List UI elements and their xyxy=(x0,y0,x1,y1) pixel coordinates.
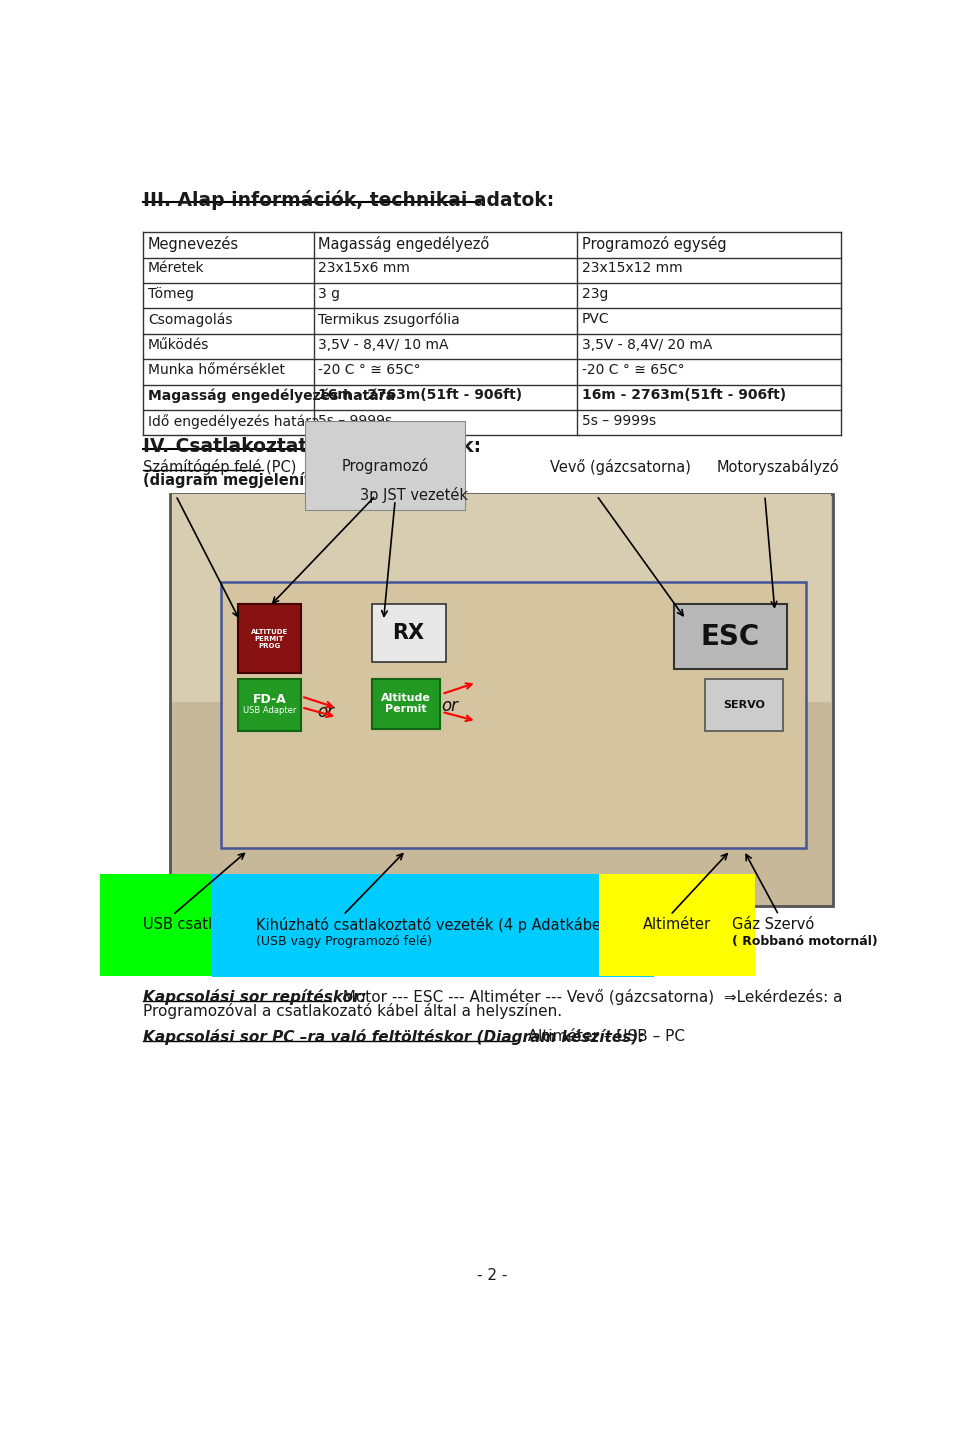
Text: 23x15x6 mm: 23x15x6 mm xyxy=(319,262,410,276)
Text: Magasság engedélyező: Magasság engedélyező xyxy=(319,235,490,251)
Text: 3p JST vezeték: 3p JST vezeték xyxy=(360,487,468,503)
Text: Méretek: Méretek xyxy=(148,262,204,276)
Text: 23x15x12 mm: 23x15x12 mm xyxy=(582,262,683,276)
Text: Megnevezés: Megnevezés xyxy=(148,235,239,251)
Text: USB csatlakozó: USB csatlakozó xyxy=(143,917,254,933)
Text: Számítógép felé (PC): Számítógép felé (PC) xyxy=(143,459,297,475)
Text: or: or xyxy=(317,703,334,721)
Text: PVC: PVC xyxy=(582,312,610,325)
Text: FD-A: FD-A xyxy=(252,693,286,706)
Text: (diagram megjelenítése esetén): (diagram megjelenítése esetén) xyxy=(143,472,409,488)
Bar xyxy=(372,679,440,729)
Text: Programozó: Programozó xyxy=(342,458,429,474)
Text: Munka hőmérséklet: Munka hőmérséklet xyxy=(148,363,285,376)
Bar xyxy=(674,604,786,670)
Text: Permit: Permit xyxy=(385,705,427,713)
Text: -20 C ° ≅ 65C°: -20 C ° ≅ 65C° xyxy=(582,363,684,376)
Text: IV. Csatlakoztatási lehetőségek:: IV. Csatlakoztatási lehetőségek: xyxy=(143,436,481,456)
Text: 23g: 23g xyxy=(582,286,609,301)
Text: Altiméter: Altiméter xyxy=(643,917,711,933)
Bar xyxy=(170,494,833,905)
Text: 3 g: 3 g xyxy=(319,286,341,301)
Bar xyxy=(221,583,805,849)
Text: Gáz Szervó: Gáz Szervó xyxy=(732,917,814,933)
Text: Altiméter – USB – PC: Altiméter – USB – PC xyxy=(517,1029,684,1045)
Text: ( Robbanó motornál): ( Robbanó motornál) xyxy=(732,936,878,949)
Text: 16m - 2763m(51ft - 906ft): 16m - 2763m(51ft - 906ft) xyxy=(319,388,522,402)
Text: 16m - 2763m(51ft - 906ft): 16m - 2763m(51ft - 906ft) xyxy=(582,388,786,402)
Text: Termikus zsugorfólia: Termikus zsugorfólia xyxy=(319,312,460,327)
Text: Kapcsolási sor repítéskor:: Kapcsolási sor repítéskor: xyxy=(143,989,367,1005)
Text: Kihúzható csatlakoztató vezeték (4 p Adatkábel): Kihúzható csatlakoztató vezeték (4 p Ada… xyxy=(255,917,611,933)
Text: SERVO: SERVO xyxy=(723,700,765,711)
Text: Programozó egység: Programozó egység xyxy=(582,235,727,251)
Text: 5s – 9999s: 5s – 9999s xyxy=(582,414,656,427)
Text: 3,5V - 8,4V/ 20 mA: 3,5V - 8,4V/ 20 mA xyxy=(582,337,712,352)
Text: RX: RX xyxy=(393,623,424,642)
Text: Működés: Működés xyxy=(148,337,209,352)
Text: Programozóval a csatlakozató kábel által a helyszínen.: Programozóval a csatlakozató kábel által… xyxy=(143,1003,563,1019)
Text: Idő engedélyezés határa: Idő engedélyezés határa xyxy=(148,414,320,429)
Text: Motor --- ESC --- Altiméter --- Vevő (gázcsatorna)  ⇒Lekérdezés: a: Motor --- ESC --- Altiméter --- Vevő (gá… xyxy=(333,989,843,1005)
Text: Tömeg: Tömeg xyxy=(148,286,194,301)
Text: Kapcsolási sor PC –ra való feltöltéskor (Diagram készítés):: Kapcsolási sor PC –ra való feltöltéskor … xyxy=(143,1029,645,1045)
Text: or: or xyxy=(441,696,458,715)
Text: III. Alap információk, technikai adatok:: III. Alap információk, technikai adatok: xyxy=(143,190,555,209)
Text: 3,5V - 8,4V/ 10 mA: 3,5V - 8,4V/ 10 mA xyxy=(319,337,449,352)
Bar xyxy=(238,679,301,731)
Text: Magasság engedélyezés határa: Magasság engedélyezés határa xyxy=(148,388,395,402)
Text: 5s – 9999s: 5s – 9999s xyxy=(319,414,393,427)
Text: Motoryszabályzó: Motoryszabályzó xyxy=(717,459,839,475)
Text: ALTITUDE
PERMIT
PROG: ALTITUDE PERMIT PROG xyxy=(251,629,288,648)
Text: - 2 -: - 2 - xyxy=(477,1268,507,1283)
Text: Altitude: Altitude xyxy=(381,693,431,703)
Text: ESC: ESC xyxy=(701,623,760,651)
Bar xyxy=(172,494,831,702)
Bar xyxy=(372,604,445,661)
Text: (USB vagy Programozó felé): (USB vagy Programozó felé) xyxy=(255,936,432,949)
Text: -20 C ° ≅ 65C°: -20 C ° ≅ 65C° xyxy=(319,363,421,376)
Text: Csomagolás: Csomagolás xyxy=(148,312,232,327)
Bar xyxy=(238,604,301,673)
Text: Vevő (gázcsatorna): Vevő (gázcsatorna) xyxy=(550,459,691,475)
Bar xyxy=(706,679,782,731)
Text: USB Adapter: USB Adapter xyxy=(243,706,297,715)
